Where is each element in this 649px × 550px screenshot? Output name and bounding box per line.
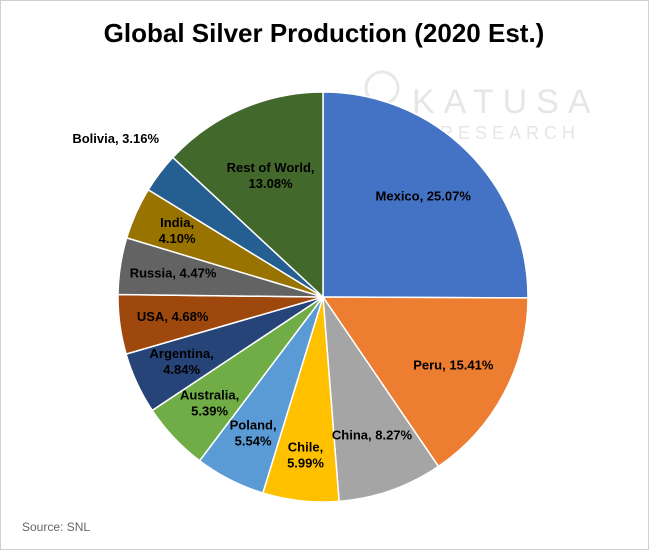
data-label: 5.54% bbox=[235, 433, 272, 448]
source: Source: SNL bbox=[22, 520, 90, 534]
data-label: Russia, 4.47% bbox=[130, 265, 217, 280]
data-label: 4.10% bbox=[159, 231, 196, 246]
data-label: India, bbox=[160, 215, 194, 230]
data-label: 13.08% bbox=[249, 176, 294, 191]
watermark: RESEARCH bbox=[440, 123, 580, 143]
pie-slice bbox=[322, 294, 440, 503]
data-label: Chile, bbox=[288, 439, 323, 454]
data-label: Mexico, 25.07% bbox=[376, 189, 472, 204]
data-label: USA, 4.68% bbox=[137, 309, 209, 324]
data-label: Australia, bbox=[180, 387, 239, 402]
data-label: Poland, bbox=[230, 417, 277, 432]
pie-slice bbox=[171, 91, 324, 299]
data-label: Argentina, bbox=[150, 346, 214, 361]
data-label: 4.84% bbox=[163, 362, 200, 377]
data-label: Bolivia, 3.16% bbox=[72, 131, 159, 146]
pie-slice bbox=[322, 91, 529, 299]
chart-title: Global Silver Production (2020 Est.) bbox=[104, 18, 545, 48]
data-label: 5.39% bbox=[191, 403, 228, 418]
pie-slice bbox=[321, 296, 529, 468]
data-label: Peru, 15.41% bbox=[413, 358, 494, 373]
data-label: China, 8.27% bbox=[332, 428, 413, 443]
data-label: Rest of World, bbox=[227, 160, 315, 175]
data-label: 5.99% bbox=[287, 455, 324, 470]
watermark: KATUSA bbox=[412, 83, 600, 121]
